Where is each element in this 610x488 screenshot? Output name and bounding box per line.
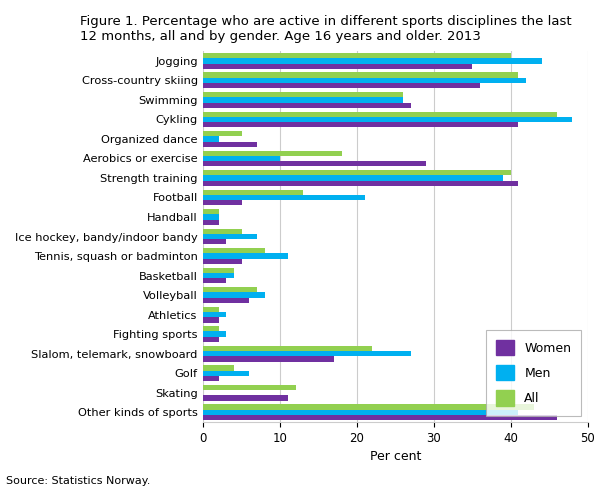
Bar <box>203 287 257 292</box>
Bar <box>203 239 226 244</box>
Bar <box>203 351 411 356</box>
Bar <box>203 312 226 317</box>
Bar <box>203 259 242 264</box>
Bar <box>203 248 265 253</box>
Bar <box>203 253 288 259</box>
Bar <box>203 151 342 156</box>
Bar <box>203 337 218 342</box>
Bar <box>203 376 218 381</box>
Bar <box>203 190 303 195</box>
Bar <box>203 209 218 214</box>
Bar <box>203 409 518 415</box>
Bar <box>203 404 534 409</box>
Bar <box>203 112 557 117</box>
Bar <box>203 326 218 331</box>
Bar <box>203 156 280 161</box>
Bar <box>203 273 234 278</box>
Bar <box>203 161 426 166</box>
Bar <box>203 102 411 108</box>
Bar <box>203 131 242 136</box>
Bar <box>203 73 518 78</box>
Bar <box>203 298 249 303</box>
Bar <box>203 306 218 312</box>
Text: Figure 1. Percentage who are active in different sports disciplines the last
12 : Figure 1. Percentage who are active in d… <box>81 15 572 43</box>
Bar <box>203 370 249 376</box>
Bar <box>203 365 234 370</box>
Bar <box>203 83 480 88</box>
Bar <box>203 292 265 298</box>
Text: Source: Statistics Norway.: Source: Statistics Norway. <box>6 476 151 486</box>
Bar <box>203 92 403 97</box>
Bar <box>203 346 373 351</box>
Bar <box>203 181 518 186</box>
Bar <box>203 356 334 362</box>
Bar <box>203 268 234 273</box>
Bar <box>203 53 511 58</box>
Bar <box>203 317 218 323</box>
Bar <box>203 78 526 83</box>
Bar <box>203 195 365 200</box>
Bar <box>203 97 403 102</box>
X-axis label: Per cent: Per cent <box>370 450 421 463</box>
Bar <box>203 58 542 63</box>
Legend: Women, Men, All: Women, Men, All <box>486 330 581 416</box>
Bar <box>203 175 503 181</box>
Bar <box>203 278 226 284</box>
Bar <box>203 331 226 337</box>
Bar <box>203 395 288 401</box>
Bar <box>203 214 218 220</box>
Bar <box>203 234 257 239</box>
Bar <box>203 385 295 390</box>
Bar <box>203 415 557 420</box>
Bar <box>203 170 511 175</box>
Bar <box>203 122 518 127</box>
Bar <box>203 136 218 142</box>
Bar <box>203 63 472 69</box>
Bar <box>203 200 242 205</box>
Bar <box>203 229 242 234</box>
Bar <box>203 220 218 225</box>
Bar <box>203 142 257 147</box>
Bar <box>203 117 572 122</box>
